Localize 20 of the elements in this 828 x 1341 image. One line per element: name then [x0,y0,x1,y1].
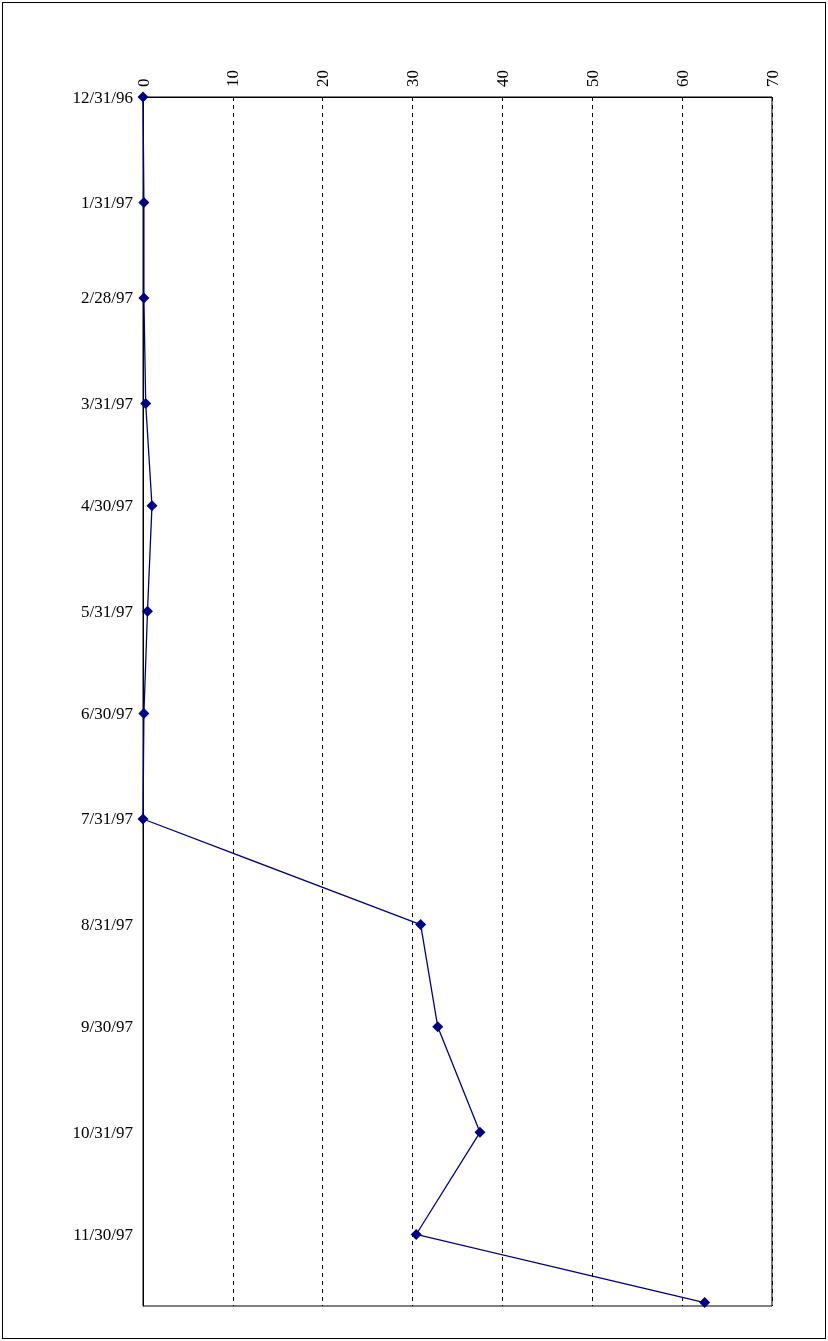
x-tick-label: 50 [582,70,602,87]
y-tick-label: 6/30/97 [81,703,134,723]
y-tick-label: 4/30/97 [81,496,134,516]
y-tick-label: 7/31/97 [81,809,134,829]
x-tick-label: 10 [223,70,243,87]
x-tick-label: 0 [133,78,153,87]
x-tick-label: 20 [313,70,333,87]
y-tick-label: 3/31/97 [81,394,134,414]
y-tick-label: 8/31/97 [81,915,134,935]
y-tick-label: 2/28/97 [81,288,134,308]
y-tick-label: 11/30/97 [73,1224,134,1244]
x-tick-label: 60 [672,70,692,87]
y-tick-label: 5/31/97 [81,601,134,621]
y-tick-label: 1/31/97 [81,193,134,213]
y-tick-label: 9/30/97 [81,1017,134,1037]
y-tick-label: 10/31/97 [72,1122,134,1142]
x-tick-label: 70 [762,70,782,87]
y-tick-label: 12/31/96 [72,87,133,107]
x-tick-label: 30 [403,70,423,87]
x-tick-label: 40 [492,70,512,87]
